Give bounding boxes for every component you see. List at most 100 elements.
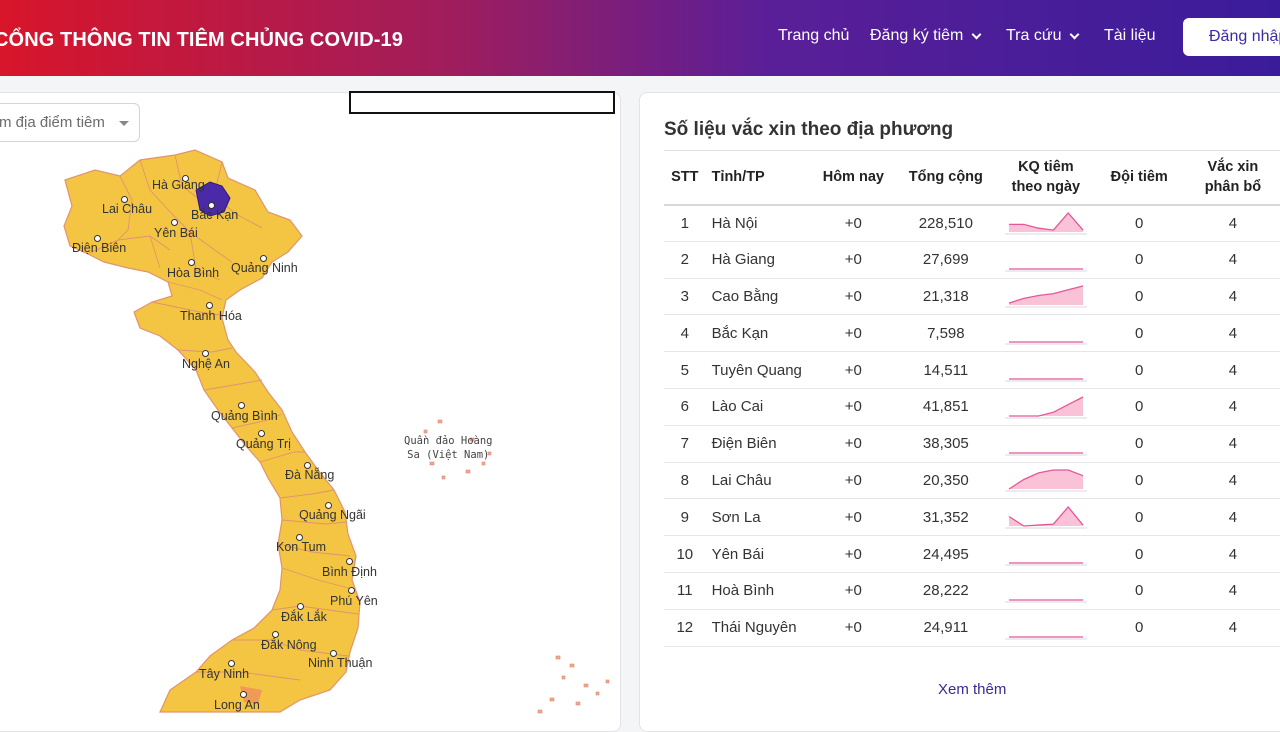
cell-vaccine: 4	[1185, 388, 1280, 426]
column-header-total[interactable]: Tổng cộng	[892, 150, 1000, 206]
city-marker[interactable]	[260, 255, 267, 262]
cell-today: +0	[814, 609, 893, 647]
table-row[interactable]: 7 Điện Biên +0 38,305 0 4	[664, 425, 1280, 463]
table-row[interactable]: 10 Yên Bái +0 24,495 0 4	[664, 535, 1280, 573]
login-button[interactable]: Đăng nhập	[1183, 18, 1280, 56]
islands-label-line1: Quần đảo Hoàng	[404, 435, 493, 447]
city-marker[interactable]	[238, 402, 245, 409]
cell-sparkline	[999, 425, 1093, 463]
cell-province: Hà Giang	[705, 241, 815, 279]
city-label-hoa-binh: Hòa Bình	[167, 266, 220, 280]
empty-search-box[interactable]	[349, 91, 615, 114]
cell-team: 0	[1092, 314, 1186, 353]
city-marker[interactable]	[228, 660, 235, 667]
city-label-ninh-thuan: Ninh Thuận	[308, 656, 373, 670]
table-row[interactable]: 6 Lào Cai +0 41,851 0 4	[664, 388, 1280, 426]
table-row[interactable]: 2 Hà Giang +0 27,699 0 4	[664, 241, 1280, 279]
city-marker[interactable]	[330, 650, 337, 657]
city-marker[interactable]	[121, 196, 128, 203]
cell-stt: 1	[664, 204, 706, 242]
city-marker[interactable]	[296, 534, 303, 541]
table-row[interactable]: 5 Tuyên Quang +0 14,511 0 4	[664, 351, 1280, 389]
cell-total: 24,911	[892, 609, 1000, 647]
cell-total: 27,699	[892, 241, 1000, 279]
cell-total: 31,352	[892, 498, 1000, 537]
table-row[interactable]: 8 Lai Châu +0 20,350 0 4	[664, 462, 1280, 500]
sparkline	[1004, 562, 1087, 566]
nav-register-vaccination[interactable]: Đăng ký tiêm	[870, 27, 982, 45]
table-row[interactable]: 9 Sơn La +0 31,352 0 4	[664, 498, 1280, 537]
cell-sparkline	[999, 314, 1093, 353]
cell-vaccine: 4	[1185, 425, 1280, 463]
column-header-team[interactable]: Đội tiêm	[1092, 150, 1186, 206]
sparkline	[1004, 636, 1087, 640]
see-more-link[interactable]: Xem thêm	[938, 681, 1007, 698]
cell-vaccine: 4	[1185, 462, 1280, 500]
cell-stt: 3	[664, 278, 706, 316]
cell-stt: 10	[664, 535, 706, 573]
vaccination-site-select-text: m địa điểm tiêm	[0, 114, 105, 131]
cell-team: 0	[1092, 278, 1186, 316]
vietnam-map[interactable]	[0, 145, 620, 715]
sparkline	[1004, 599, 1087, 603]
city-marker[interactable]	[348, 587, 355, 594]
city-label-binh-dinh: Bình Định	[322, 565, 377, 579]
city-marker[interactable]	[188, 259, 195, 266]
cell-today: +0	[814, 425, 893, 463]
city-label-yen-bai: Yên Bái	[154, 226, 198, 240]
city-label-phu-yen: Phú Yên	[330, 594, 378, 608]
cell-vaccine: 4	[1185, 204, 1280, 242]
nav-documents[interactable]: Tài liệu	[1104, 27, 1156, 45]
cell-province: Lai Châu	[705, 462, 815, 500]
table-row[interactable]: 12 Thái Nguyên +0 24,911 0 4	[664, 609, 1280, 647]
cell-team: 0	[1092, 572, 1186, 610]
table-row[interactable]: 4 Bắc Kạn +0 7,598 0 4	[664, 314, 1280, 353]
city-marker[interactable]	[202, 350, 209, 357]
sparkline	[1004, 506, 1087, 529]
map-region-north[interactable]	[63, 149, 361, 713]
cell-team: 0	[1092, 241, 1186, 279]
cell-team: 0	[1092, 204, 1186, 242]
cell-total: 20,350	[892, 462, 1000, 500]
cell-stt: 7	[664, 425, 706, 463]
cell-province: Lào Cai	[705, 388, 815, 426]
map-highlight-south	[240, 686, 262, 704]
city-label-quang-ngai: Quảng Ngãi	[299, 508, 366, 522]
city-marker[interactable]	[304, 462, 311, 469]
map-highlight-bac-kan[interactable]	[195, 181, 231, 217]
cell-stt: 12	[664, 609, 706, 647]
sparkline-area	[1008, 396, 1083, 416]
city-marker[interactable]	[206, 302, 213, 309]
city-marker[interactable]	[297, 603, 304, 610]
city-marker[interactable]	[182, 175, 189, 182]
site-brand[interactable]: CỔNG THÔNG TIN TIÊM CHỦNG COVID-19	[0, 29, 403, 51]
cell-vaccine: 4	[1185, 314, 1280, 353]
table-row[interactable]: 1 Hà Nội +0 228,510 0 4	[664, 204, 1280, 242]
column-header-province[interactable]: Tỉnh/TP	[705, 150, 815, 206]
city-marker[interactable]	[208, 202, 215, 209]
city-marker[interactable]	[94, 235, 101, 242]
sparkline	[1004, 285, 1087, 308]
table-row[interactable]: 11 Hoà Bình +0 28,222 0 4	[664, 572, 1280, 610]
city-marker[interactable]	[240, 691, 247, 698]
nav-lookup[interactable]: Tra cứu	[1006, 27, 1080, 45]
nav-home[interactable]: Trang chủ	[778, 27, 849, 45]
city-marker[interactable]	[272, 631, 279, 638]
city-marker[interactable]	[171, 219, 178, 226]
city-marker[interactable]	[346, 558, 353, 565]
vaccine-stats-table: STT Tỉnh/TP Hôm nay Tổng cộng KQ tiêm the…	[664, 150, 1280, 647]
column-header-daily-result[interactable]: KQ tiêm theo ngày	[999, 150, 1093, 206]
column-header-today[interactable]: Hôm nay	[814, 150, 893, 206]
table-row[interactable]: 3 Cao Bằng +0 21,318 0 4	[664, 278, 1280, 316]
sparkline	[1004, 469, 1087, 492]
chevron-down-icon	[1070, 29, 1080, 39]
cell-total: 228,510	[892, 204, 1000, 242]
vaccination-site-select[interactable]: m địa điểm tiêm	[0, 103, 140, 142]
column-header-vaccine-allocated[interactable]: Vắc xin phân bổ	[1185, 150, 1280, 206]
city-marker[interactable]	[258, 430, 265, 437]
city-marker[interactable]	[325, 502, 332, 509]
column-header-stt[interactable]: STT	[664, 150, 706, 206]
cell-vaccine: 4	[1185, 498, 1280, 537]
paracel-islands	[423, 419, 492, 480]
sparkline	[1004, 452, 1087, 456]
